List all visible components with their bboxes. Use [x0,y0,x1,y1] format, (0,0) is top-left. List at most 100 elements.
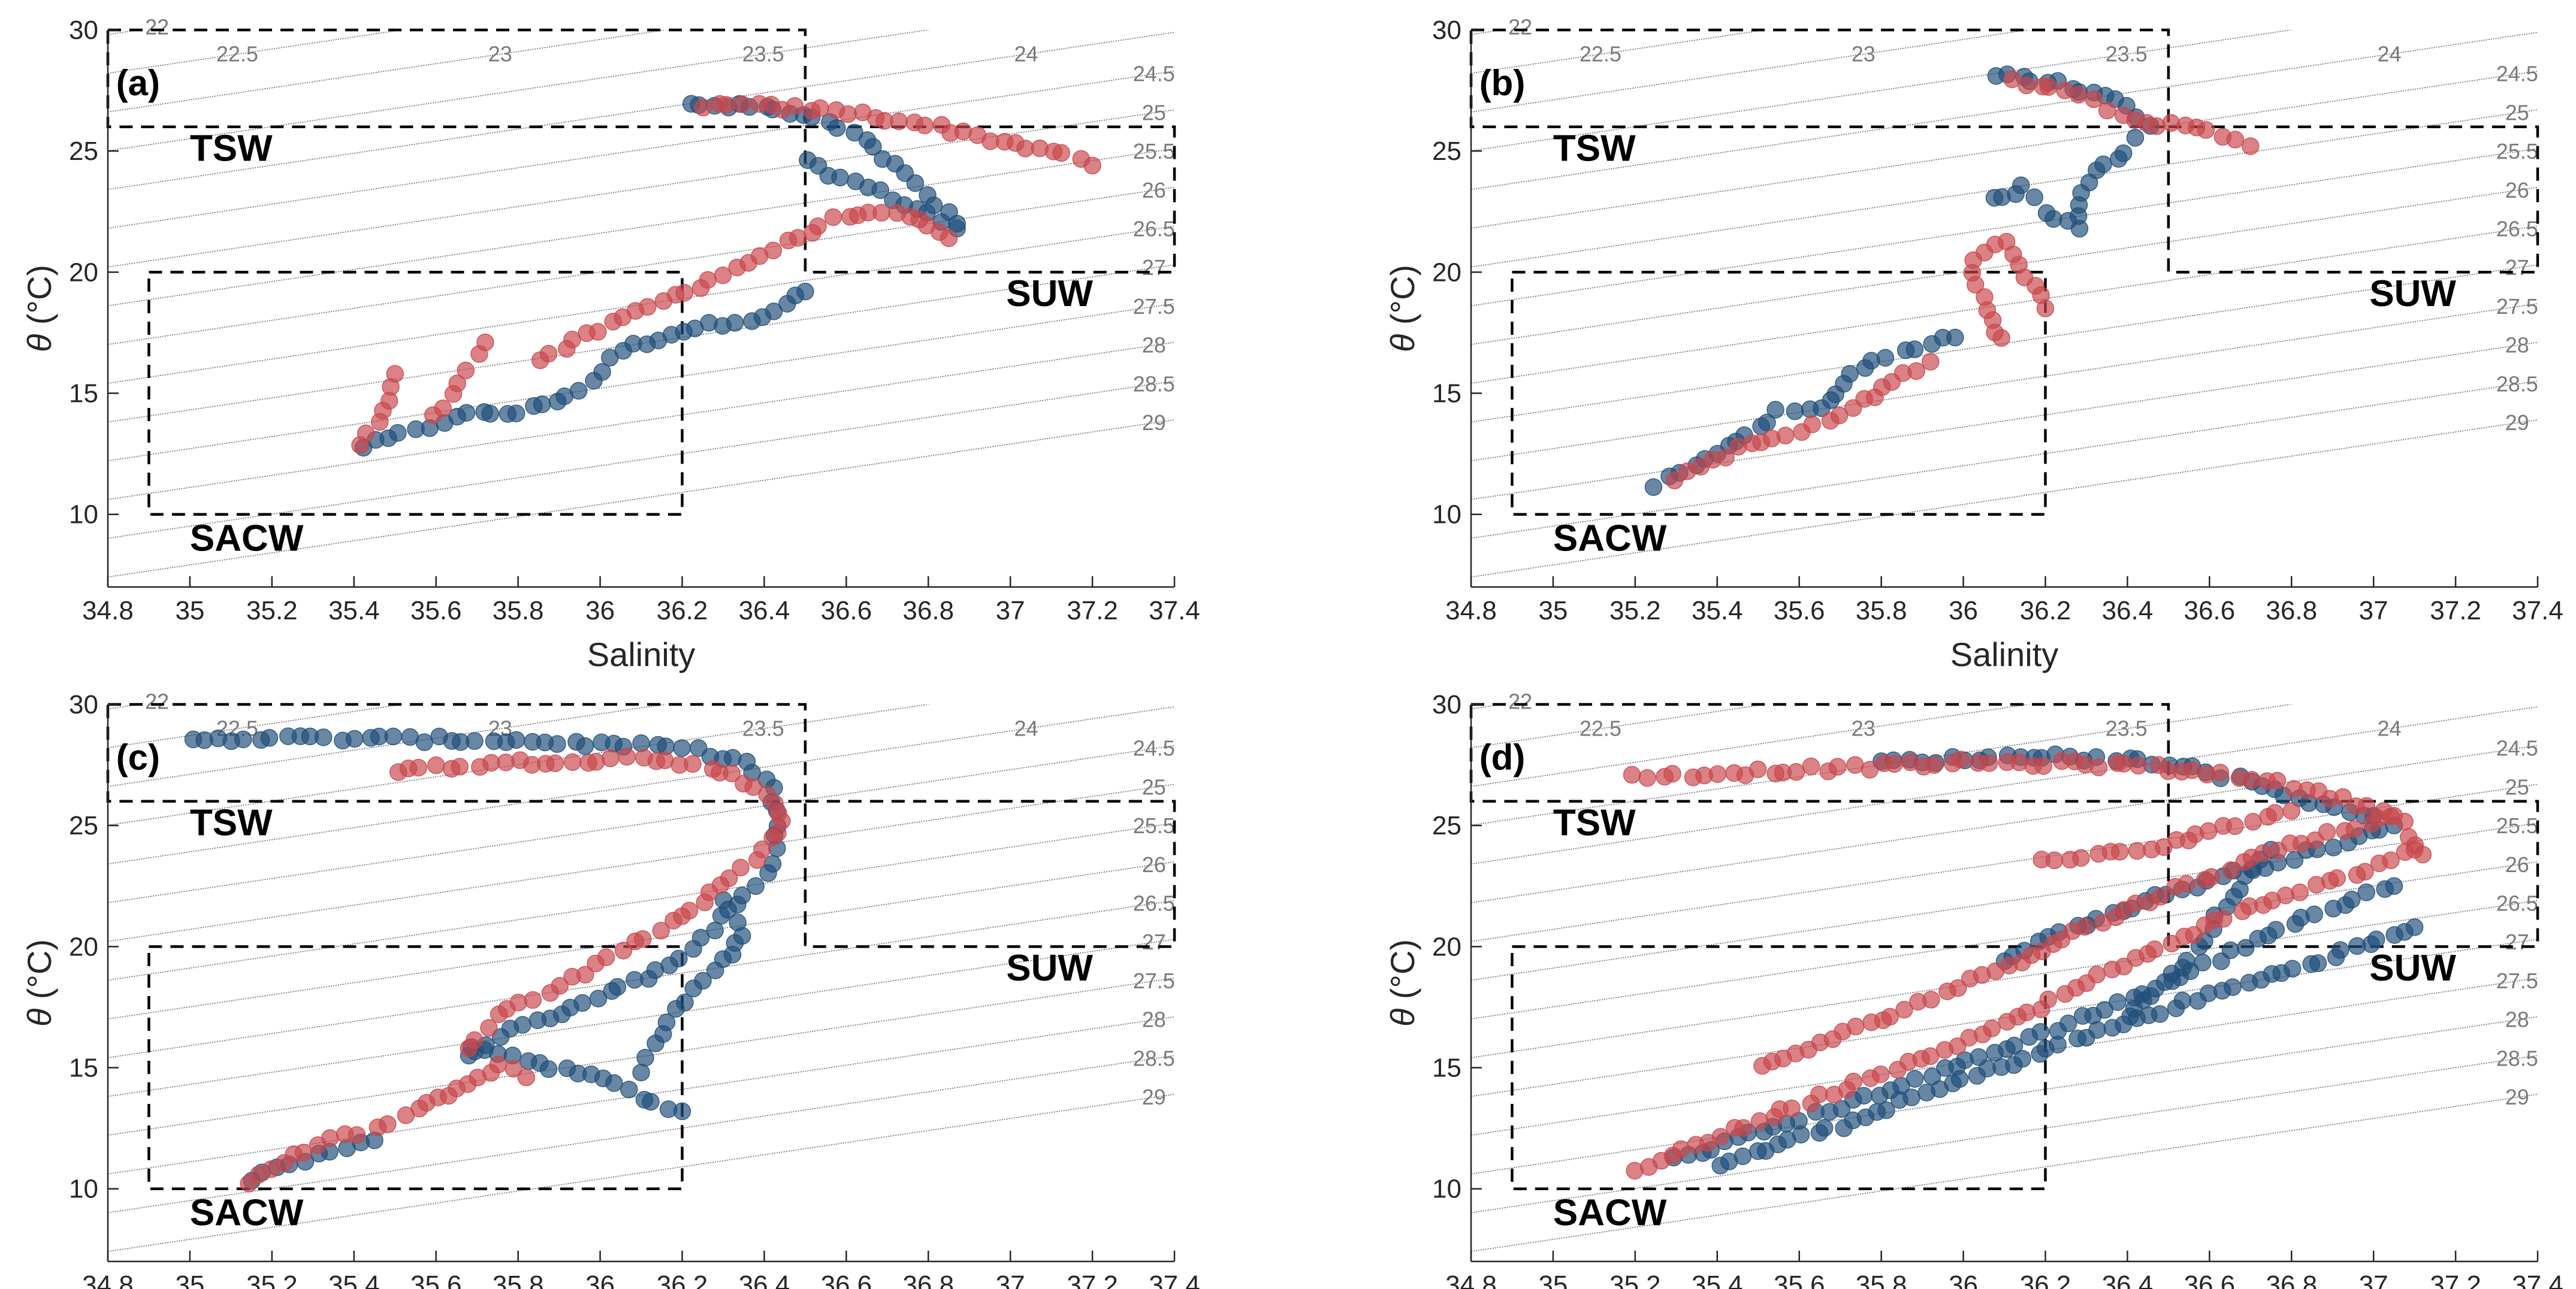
blue-point [457,404,476,422]
red-point [524,991,542,1009]
red-point [723,764,741,783]
isopycnal-label: 22 [145,689,169,713]
red-point [2243,771,2261,789]
blue-point [2126,129,2145,147]
red-point [2202,868,2221,886]
red-point [1980,754,1998,772]
water-mass-box-sacw [1511,271,2047,516]
x-tick-label: 35.2 [246,596,298,625]
red-point [614,942,633,960]
blue-point [2012,176,2030,195]
blue-point [2109,993,2127,1011]
blue-point [706,961,724,979]
water-mass-box-suw [2167,125,2539,274]
y-tick-label: 20 [69,932,98,961]
red-point [2018,76,2036,95]
blue-point [314,728,333,746]
blue-point [2059,1014,2077,1033]
x-tick-label: 37.2 [2430,1270,2481,1289]
blue-point [2221,941,2240,960]
red-point [1922,353,1940,371]
red-point [684,755,702,773]
blue-point [389,423,407,442]
y-axis-label: θ (°C) [20,939,58,1027]
red-point [1907,362,1925,380]
red-point [2414,845,2432,864]
isopycnal-28 [1471,341,2538,500]
red-point [1844,1072,1862,1091]
blue-point [603,982,621,1000]
red-point [1663,765,1681,783]
panel-label: (c) [116,737,160,777]
x-tick-label: 35.4 [328,596,380,625]
x-tick-label: 36.8 [902,596,954,625]
red-point [2291,883,2309,901]
red-point [1708,765,1727,783]
x-tick-label: 36.8 [902,1270,954,1289]
water-mass-label-suw: SUW [1006,948,1093,989]
isopycnal-label: 26.5 [1133,216,1175,241]
blue-point [726,314,744,332]
red-point [539,344,558,363]
blue-point [796,282,814,301]
x-tick-label: 36.2 [2020,1270,2071,1289]
x-tick-label: 35 [1538,596,1568,625]
water-mass-label-tsw: TSW [1553,802,1636,843]
red-point [1846,756,1864,774]
red-point [480,1019,498,1037]
x-tick-label: 35 [175,596,204,625]
isopycnal-label: 23.5 [2106,716,2148,740]
red-point [2110,843,2129,861]
red-point [2356,863,2374,881]
red-point [427,756,445,774]
blue-point [673,1102,691,1121]
red-point [714,267,732,285]
blue-point [2367,930,2385,949]
x-axis-label: Salinity [1950,636,2059,673]
x-tick-label: 36 [585,1270,615,1289]
isopycnal-27.5 [1471,303,2538,462]
red-point [1895,1000,1913,1019]
blue-point [828,119,846,137]
isopycnal-label: 23.5 [742,41,784,66]
red-point [2151,888,2170,906]
water-mass-box-suw [804,800,1176,948]
red-point [2357,797,2376,815]
blue-point [1815,1119,1834,1137]
red-point [2148,117,2166,135]
red-point [460,1039,478,1057]
isopycnal-label: 25 [1142,100,1166,125]
x-tick-label: 35.6 [410,1270,462,1289]
isopycnal-label: 29 [2505,410,2529,435]
red-point [744,778,762,796]
x-tick-label: 37.2 [1067,596,1118,625]
blue-point [2309,954,2327,972]
isopycnal-label: 27.5 [1133,294,1175,319]
x-tick-label: 37.2 [2430,596,2481,625]
water-mass-label-sacw: SACW [1553,518,1667,559]
red-point [601,749,620,767]
blue-point [1987,67,2006,85]
isopycnal-label: 29 [1142,410,1166,435]
blue-point [719,901,737,919]
isopycnal-label: 28.5 [2496,1046,2538,1070]
red-point [1083,156,1101,175]
x-tick-label: 37 [2359,1270,2388,1289]
blue-point [2285,851,2304,869]
scatter-points [184,727,791,1193]
water-mass-label-suw: SUW [1006,273,1093,314]
red-point [1711,1128,1730,1146]
blue-point [2173,991,2192,1010]
blue-point [1876,349,1895,367]
isopycnal-label: 25.5 [1133,813,1175,838]
x-tick-label: 35.2 [1609,596,1661,625]
blue-point [589,990,608,1007]
red-point [2162,114,2181,132]
red-point [1787,763,1805,781]
isopycnal-label: 25 [1142,774,1166,799]
red-point [618,748,636,766]
x-tick-label: 37.4 [2512,596,2563,625]
y-axis-label: θ (°C) [20,265,58,352]
y-tick-label: 10 [69,500,98,529]
